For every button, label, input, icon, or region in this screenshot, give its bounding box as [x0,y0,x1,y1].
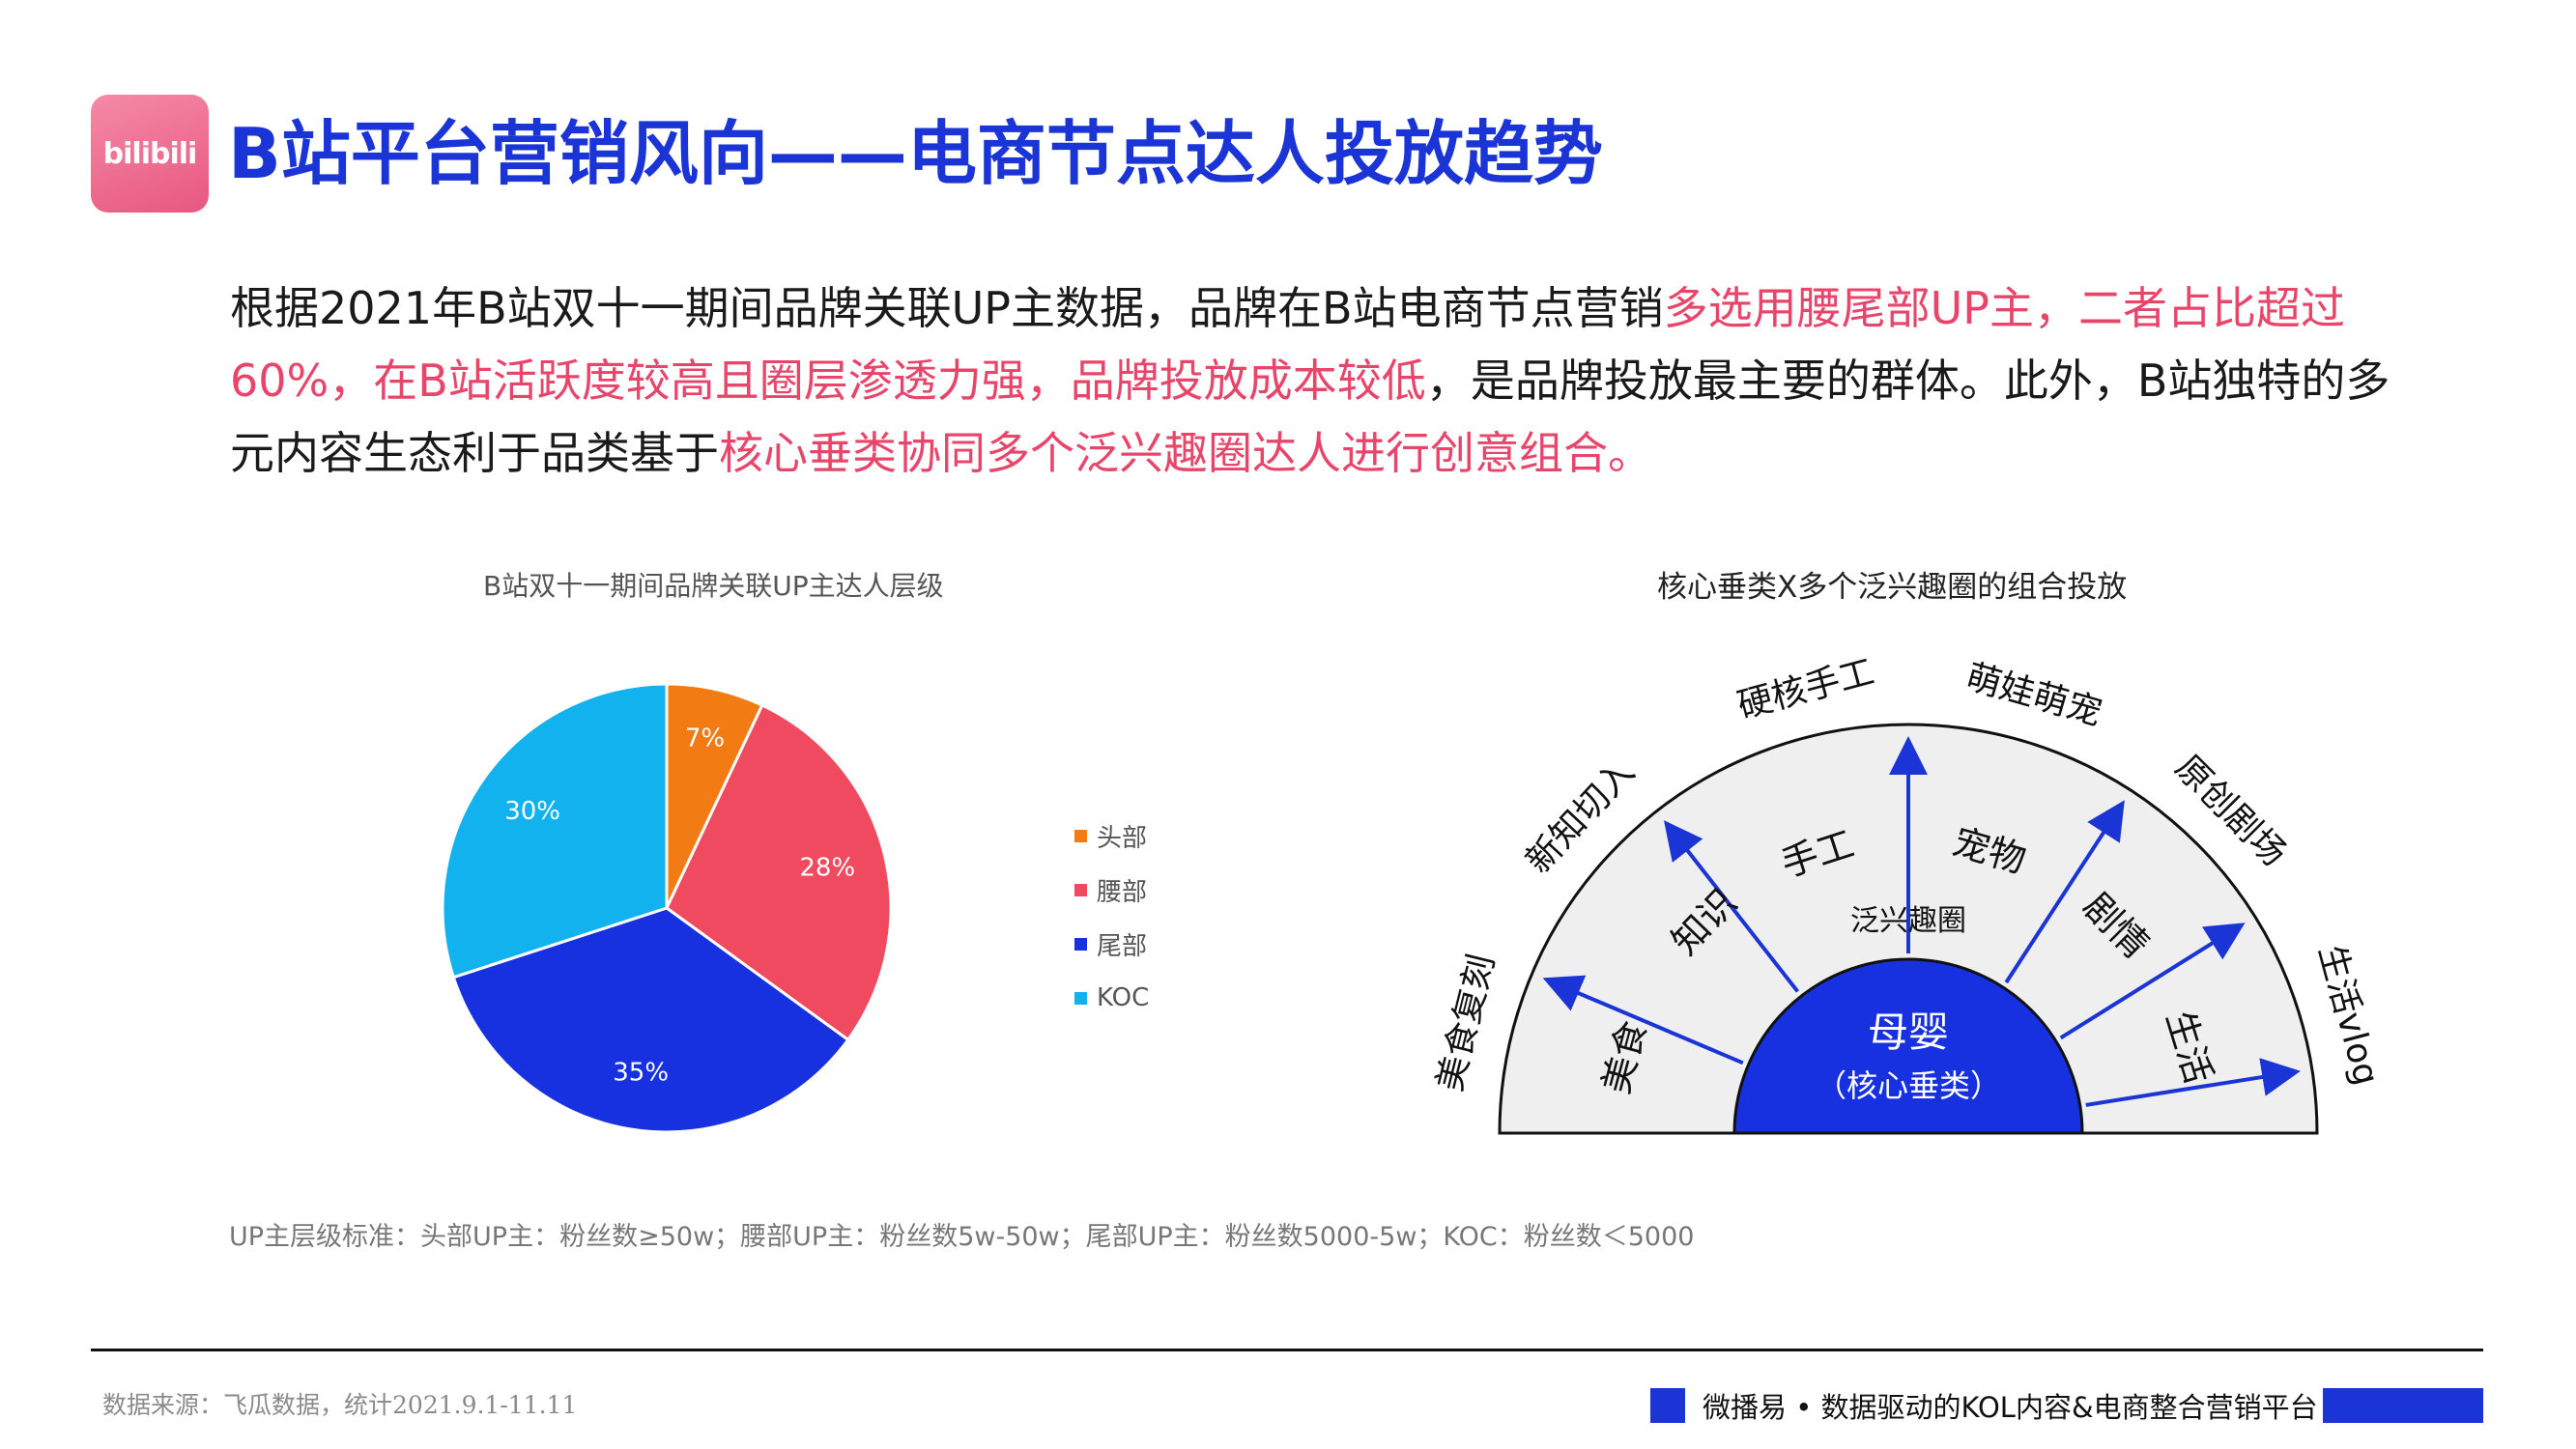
pie-chart-title: B站双十一期间品牌关联UP主达人层级 [483,570,944,602]
legend-item-tail: 尾部 [1074,924,1147,963]
legend-item-waist: 腰部 [1074,870,1147,909]
legend-item-koc: KOC [1074,979,1149,1017]
fan-core-sublabel: （核心垂类） [1816,1067,2001,1104]
pie-data-label-2: 35% [613,1059,669,1088]
brand-bar [2323,1388,2483,1423]
bilibili-logo: bilibili [91,95,209,213]
legend-label: 头部 [1097,823,1148,853]
legend-swatch [1074,883,1087,896]
footer-divider [91,1349,2483,1351]
pie-data-label-1: 28% [799,853,855,882]
fan-arrow-3 [2004,800,2125,984]
pie-slice-0 [665,682,764,909]
fan-arrow-4 [2059,923,2246,1040]
data-source: 数据来源：飞瓜数据，统计2021.9.1-11.11 [102,1391,578,1419]
legend-label: 尾部 [1097,931,1148,961]
paragraph-highlight-2: 核心垂类协同多个泛兴趣圈达人进行创意组合。 [719,427,1652,479]
pie-slice-3 [441,682,669,980]
pie-slice-1 [665,703,893,1042]
fan-arrow-0 [1542,975,1744,1065]
pie-data-label-3: 30% [504,797,560,826]
page-title: B站平台营销风向——电商节点达人投放趋势 [228,113,1603,194]
brand-tagline: 微播易 • 数据驱动的KOL内容&电商整合营销平台 [1703,1391,2318,1424]
tier-footnote: UP主层级标准：头部UP主：粉丝数≥50w；腰部UP主：粉丝数5w-50w；尾部… [229,1222,1695,1252]
legend-label: 腰部 [1097,877,1148,907]
fan-outer-label-5: 生活vlog [2310,941,2386,1090]
fan-core-label: 母婴 [1868,1009,1949,1056]
pie-slice-2 [451,906,850,1134]
legend-swatch [1074,937,1087,951]
fan-outer-label-0: 美食复刻 [1430,951,1503,1095]
paragraph-text-2: ，是品牌投放最主要的群体。此外，B站独特的多元内容生态利于品类基于 [230,355,2390,479]
fan-arrow-1 [1663,820,1800,993]
brand-swatch [1650,1388,1685,1423]
legend-item-head: 头部 [1074,816,1147,855]
paragraph-highlight-1: 多选用腰尾部UP主，二者占比超过60%，在B站活跃度较高且圈层渗透力强，品牌投放… [230,282,2346,407]
legend-swatch [1074,829,1087,842]
intro-paragraph: 根据2021年B站双十一期间品牌关联UP主数据，品牌在B站电商节点营销多选用腰尾… [230,272,2414,490]
pie-data-label-0: 7% [685,724,725,753]
paragraph-text-1: 根据2021年B站双十一期间品牌关联UP主数据，品牌在B站电商节点营销 [230,282,1664,334]
fan-outer-label-2: 硬核手工 [1733,652,1878,726]
logo-text: bilibili [102,136,198,171]
fan-middle-label: 泛兴趣圈 [1850,904,1966,938]
legend-swatch [1074,991,1087,1005]
fan-outer-label-3: 萌娃萌宠 [1961,657,2106,733]
legend-label: KOC [1097,983,1150,1012]
fan-diagram-title: 核心垂类X多个泛兴趣圈的组合投放 [1657,570,2128,605]
fan-core [1732,957,2084,1135]
fan-arrow-5 [2085,1058,2301,1107]
